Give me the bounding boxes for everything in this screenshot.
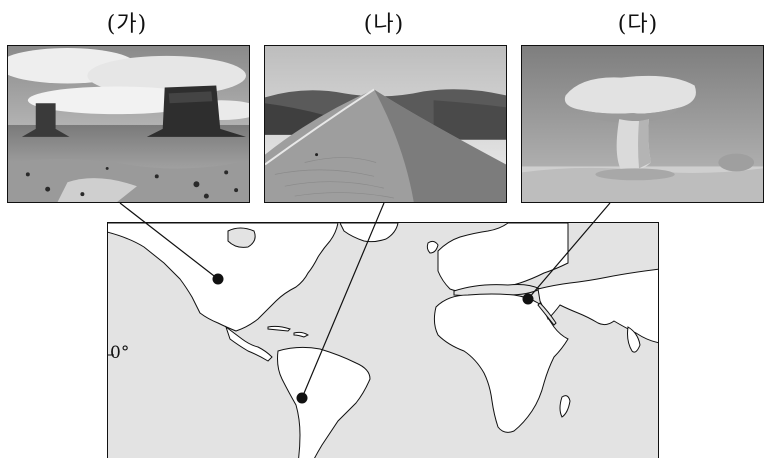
south-america-landmass bbox=[277, 346, 371, 458]
label-da: (다) bbox=[617, 12, 659, 37]
equator-label: 0° bbox=[110, 343, 130, 363]
photo-ga-mesa-landscape bbox=[7, 45, 250, 203]
greenland-landmass bbox=[339, 223, 399, 243]
world-map bbox=[107, 222, 659, 458]
photo-na-sand-dune bbox=[264, 45, 507, 203]
photo-da-mushroom-rock bbox=[521, 45, 764, 203]
europe-landmass bbox=[437, 223, 569, 293]
label-na: (나) bbox=[363, 12, 405, 37]
label-ga: (가) bbox=[106, 12, 148, 37]
central-america-landmass bbox=[225, 325, 273, 362]
north-america-landmass bbox=[108, 223, 339, 332]
